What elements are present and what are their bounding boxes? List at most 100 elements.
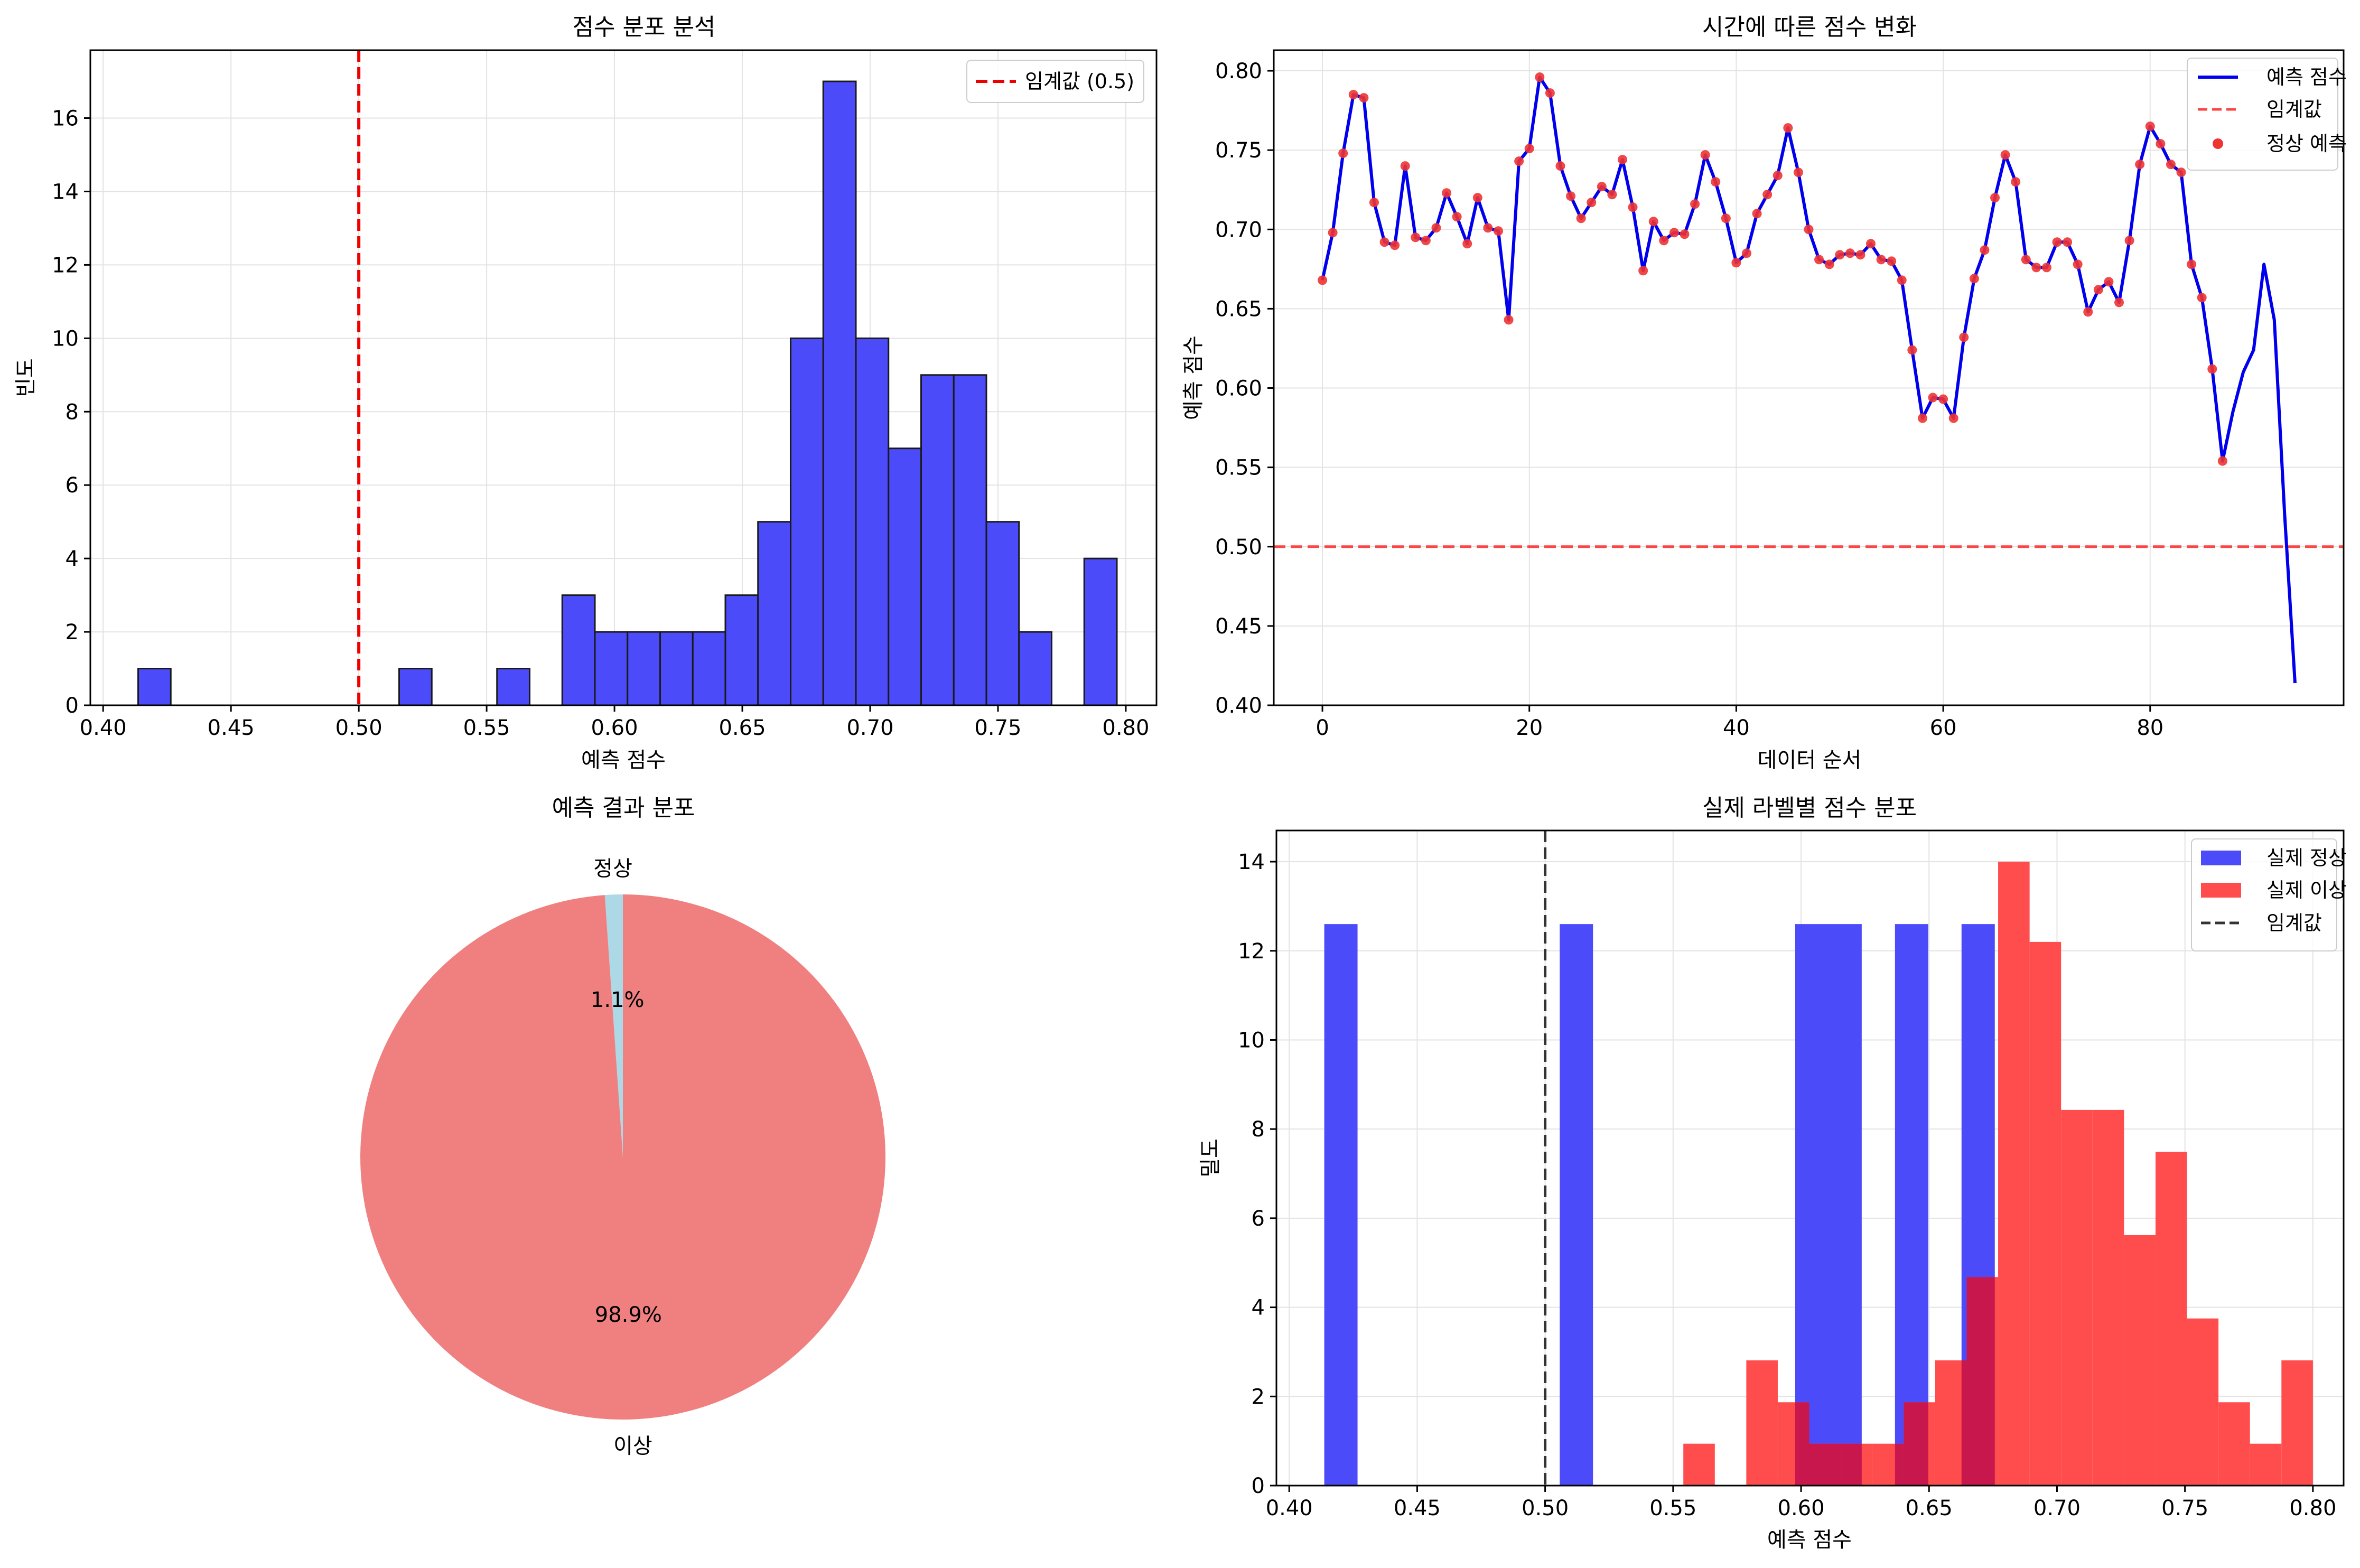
line-marker [1648, 217, 1658, 227]
line-marker [1938, 394, 1948, 404]
hist2-overlap-bar [1795, 1402, 1809, 1486]
p1-ytick-label: 14 [52, 180, 79, 204]
p2-xtick-label: 0 [1316, 716, 1329, 740]
line-marker [1379, 237, 1389, 247]
line-legend-frame [2187, 58, 2338, 171]
line-marker [1442, 188, 1452, 198]
line-marker [2145, 122, 2155, 132]
line-marker [1493, 226, 1503, 236]
pie-pct-normal: 1.1% [591, 988, 645, 1012]
line-marker [1607, 190, 1617, 200]
line-marker [1980, 245, 1990, 255]
line-marker [1597, 182, 1607, 192]
p1-xtick-label: 0.65 [719, 716, 766, 740]
line-marker [1524, 144, 1534, 154]
p4-xtick-label: 0.70 [2033, 1496, 2081, 1520]
p1-xtick-label: 0.60 [591, 716, 638, 740]
hist2-legend-anomaly-label: 실제 이상 [2266, 879, 2347, 902]
hist2-ylabel: 밀도 [1198, 1138, 1223, 1178]
p1-ytick-label: 12 [52, 253, 79, 277]
hist2-legend-normal-label: 실제 정상 [2266, 846, 2347, 870]
p2-xtick-label: 40 [1723, 716, 1750, 740]
line-marker [2041, 263, 2051, 273]
pie-pct-anomaly: 98.9% [595, 1303, 662, 1327]
p4-ytick-label: 4 [1252, 1296, 1265, 1320]
hist2-anomaly-bar [2155, 1152, 2187, 1486]
p1-xtick-label: 0.45 [208, 716, 255, 740]
hist2-anomaly-bar [1683, 1443, 1715, 1486]
hist-bar [822, 80, 857, 706]
line-marker [1628, 202, 1638, 212]
p2-ytick-label: 0.45 [1215, 614, 1262, 639]
p2-ytick-label: 0.75 [1215, 138, 1262, 163]
line-marker [2021, 255, 2031, 265]
p4-xtick-label: 0.55 [1649, 1496, 1696, 1520]
hist2-legend-threshold-label: 임계값 [2266, 911, 2322, 935]
p1-ytick-label: 2 [66, 620, 79, 645]
p2-ytick-label: 0.50 [1215, 535, 1262, 559]
line-marker [1318, 275, 1328, 285]
line-marker [1907, 345, 1917, 355]
line-marker [1711, 177, 1721, 187]
line-marker [2176, 167, 2186, 178]
p4-xtick-label: 0.60 [1778, 1496, 1825, 1520]
line-legend: 예측 점수 임계값 정상 예측 [2187, 58, 2347, 171]
line-marker [1887, 256, 1897, 266]
line-marker [1587, 198, 1597, 208]
line-marker [1969, 274, 1979, 284]
p4-xtick-label: 0.50 [1522, 1496, 1569, 1520]
line-marker [1700, 150, 1710, 160]
hist-bar [561, 594, 596, 706]
line-marker [1338, 148, 1348, 158]
hist2-legend-normal-swatch [2201, 851, 2241, 865]
hist2-normal-bar [1324, 924, 1358, 1486]
hist2-anomaly-bar [2029, 941, 2061, 1486]
hist-legend: 임계값 (0.5) [966, 60, 1144, 103]
line-marker [1431, 223, 1441, 233]
line-marker [1545, 88, 1555, 98]
line-marker [1328, 228, 1338, 238]
hist-bar [398, 668, 433, 706]
hist2-anomaly-bar [2124, 1235, 2156, 1486]
line-marker [1917, 413, 1927, 423]
p2-xtick-label: 80 [2137, 716, 2163, 740]
hist2-overlap-bar [1809, 1443, 1841, 1486]
line-marker [2000, 150, 2010, 160]
hist-x-ticks: 0.40 0.45 0.50 0.55 0.60 0.65 0.70 0.75 0.80 [80, 705, 1149, 740]
p1-xtick-label: 0.40 [80, 716, 127, 740]
hist-bar [692, 631, 726, 706]
line-marker [1990, 193, 2000, 203]
pie-label-normal: 정상 [593, 857, 632, 881]
line-marker [2166, 160, 2176, 170]
p2-ytick-label: 0.55 [1215, 456, 1262, 480]
line-marker [1390, 240, 1400, 250]
hist-bar [496, 668, 530, 706]
hist2-anomaly-bar [2092, 1109, 2124, 1486]
line-marker [2124, 236, 2134, 246]
p1-ytick-label: 0 [66, 694, 79, 718]
hist2-normal-bar [1560, 924, 1593, 1486]
line-marker [1576, 213, 1586, 223]
hist2-overlap-bars [1795, 1277, 1995, 1486]
line-marker [1411, 232, 1421, 242]
line-legend-series-label: 예측 점수 [2266, 66, 2347, 89]
line-marker [1400, 161, 1410, 171]
hist2-legend: 실제 정상 실제 이상 임계값 [2191, 838, 2347, 951]
line-marker [1731, 258, 1741, 268]
line-marker [1866, 239, 1876, 249]
hist2-title: 실제 라벨별 점수 분포 [1702, 795, 1917, 822]
p2-ytick-label: 0.70 [1215, 218, 1262, 242]
line-marker [1669, 228, 1679, 238]
line-marker [2135, 160, 2145, 170]
p2-ytick-label: 0.40 [1215, 694, 1262, 718]
line-marker [1897, 275, 1907, 285]
hist2-anomaly-bars [1683, 862, 2313, 1486]
hist2-anomaly-bar [2281, 1360, 2313, 1486]
line-marker [1421, 236, 1431, 246]
line-marker [2083, 307, 2093, 317]
line-marker [2207, 364, 2217, 374]
p2-xtick-label: 20 [1516, 716, 1543, 740]
p4-xtick-label: 0.45 [1394, 1496, 1441, 1520]
line-marker [1462, 239, 1472, 249]
hist-bar [594, 631, 629, 706]
